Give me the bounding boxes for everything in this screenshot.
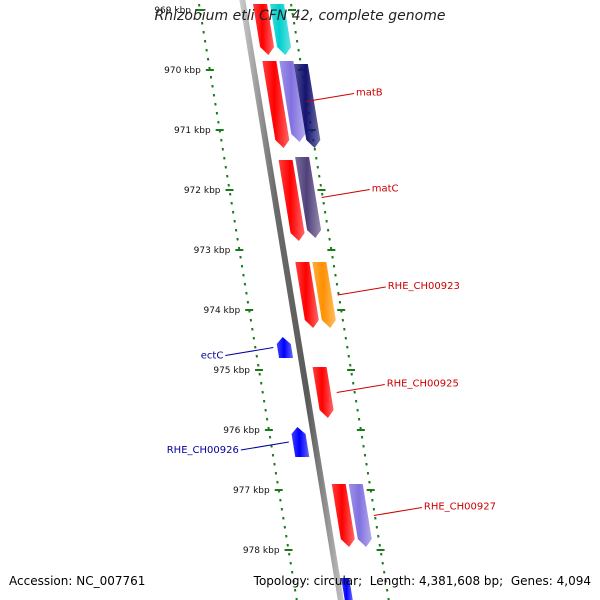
tick-label: 977 kbp bbox=[233, 486, 270, 496]
tick-label: 975 kbp bbox=[213, 366, 250, 376]
feature-labels: matB matC RHE_CH00923 RHE_CH00925 ectC RHE_CH… bbox=[167, 88, 496, 516]
outer-tick-ring bbox=[198, 3, 298, 600]
gene-feature bbox=[293, 64, 321, 148]
tick-label: 969 kbp bbox=[154, 6, 191, 16]
gene-label-matc: matC bbox=[372, 184, 399, 195]
topology-value: circular bbox=[313, 574, 359, 588]
tick-label: 970 kbp bbox=[164, 66, 201, 76]
gene-label-rhe_ch00927: RHE_CH00927 bbox=[424, 502, 496, 513]
gene-matc bbox=[295, 157, 322, 238]
feature-track bbox=[253, 4, 372, 600]
gene-leader-line bbox=[373, 507, 422, 516]
gene-leader-line bbox=[240, 441, 289, 451]
gene-feature bbox=[270, 4, 292, 55]
tick-label: 971 kbp bbox=[174, 126, 211, 136]
tick-label: 978 kbp bbox=[243, 546, 280, 556]
sequence-summary: Topology: circular; Length: 4,381,608 bp… bbox=[253, 574, 591, 588]
tick-label: 973 kbp bbox=[194, 246, 231, 256]
genes-value: 4,094 bbox=[556, 574, 591, 588]
gene-feature bbox=[331, 484, 355, 547]
gene-label-rhe_ch00926: RHE_CH00926 bbox=[167, 445, 239, 456]
accession-value: NC_007761 bbox=[76, 574, 146, 588]
gene-rhe_ch00927 bbox=[348, 484, 372, 547]
tick-label: 974 kbp bbox=[204, 306, 241, 316]
gene-leader-line bbox=[337, 286, 386, 296]
gene-rhe_ch00925 bbox=[312, 367, 334, 418]
gene-rhe_ch00926 bbox=[291, 427, 310, 457]
gene-leader-line bbox=[321, 189, 370, 198]
accession-info: Accession: NC_007761 bbox=[9, 574, 145, 588]
genome-backbone bbox=[239, 0, 344, 600]
gene-feature bbox=[278, 160, 305, 241]
accession-label: Accession: bbox=[9, 574, 73, 588]
gene-matb bbox=[279, 61, 306, 142]
gene-feature bbox=[253, 4, 275, 55]
gene-leader-line bbox=[305, 93, 355, 102]
gene-label-rhe_ch00925: RHE_CH00925 bbox=[387, 379, 459, 390]
tick-label: 976 kbp bbox=[223, 426, 260, 436]
gene-label-ectc: ectC bbox=[201, 351, 224, 362]
gene-leader-line bbox=[225, 347, 274, 356]
gene-leader-line bbox=[336, 384, 385, 393]
length-value: 4,381,608 bp bbox=[419, 574, 500, 588]
gene-label-matb: matB bbox=[356, 88, 383, 99]
gene-feature bbox=[262, 61, 290, 148]
gene-feature bbox=[295, 262, 319, 328]
gene-partial-feature bbox=[341, 578, 353, 600]
genes-label: Genes: bbox=[510, 574, 553, 588]
topology-label: Topology: bbox=[253, 574, 310, 588]
length-label: Length: bbox=[369, 574, 416, 588]
tick-label: 972 kbp bbox=[184, 186, 221, 196]
gene-ectc bbox=[276, 337, 294, 358]
map-title: Rhizobium etli CFN 42, complete genome bbox=[154, 8, 446, 24]
gene-label-rhe_ch00923: RHE_CH00923 bbox=[388, 281, 460, 292]
gene-rhe_ch00923 bbox=[312, 262, 336, 328]
